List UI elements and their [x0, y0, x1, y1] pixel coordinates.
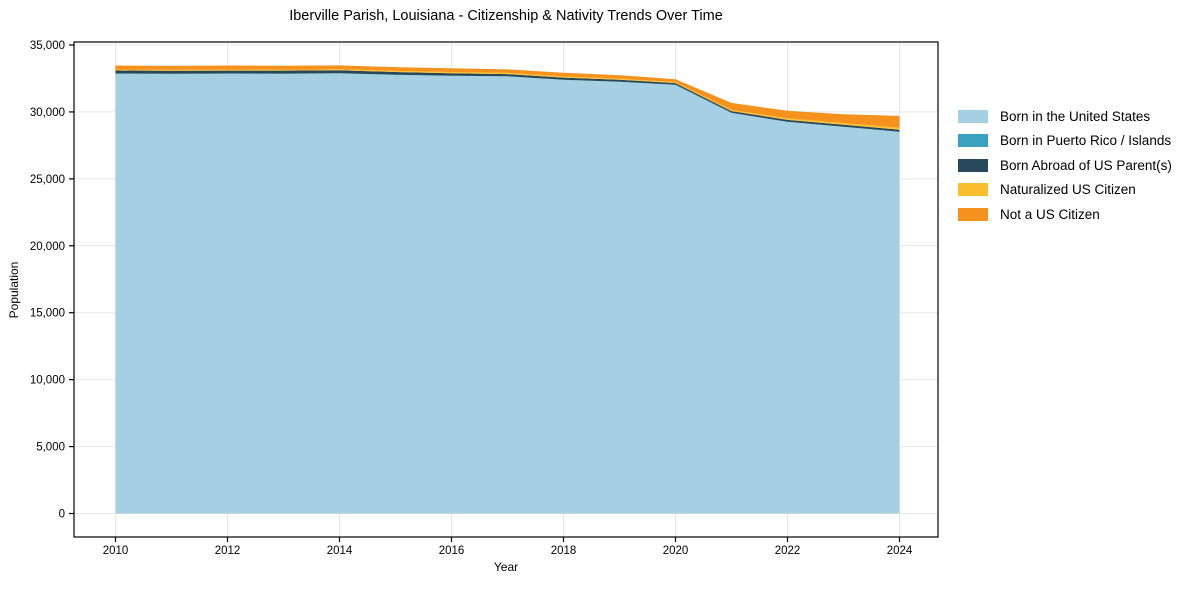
x-tick-label: 2010: [103, 545, 129, 557]
legend-swatch: [958, 183, 988, 197]
legend-swatch: [958, 134, 988, 148]
legend-label: Naturalized US Citizen: [1000, 182, 1136, 198]
series-area-0: [115, 73, 900, 514]
y-tick-label: 20,000: [30, 241, 65, 253]
y-tick-label: 15,000: [30, 308, 65, 320]
legend-swatch: [958, 158, 988, 172]
y-tick-label: 35,000: [30, 40, 65, 52]
y-axis-label: Population: [7, 261, 21, 319]
axes-box: [73, 41, 939, 538]
legend-item: Born Abroad of US Parent(s): [958, 153, 1172, 178]
x-tick-label: 2020: [663, 545, 689, 557]
x-axis-label: Year: [493, 560, 519, 574]
chart-title: Iberville Parish, Louisiana - Citizenshi…: [289, 8, 723, 24]
y-tick-label: 5,000: [36, 442, 65, 454]
x-tick-label: 2014: [327, 545, 353, 557]
legend-swatch: [958, 109, 988, 123]
y-tick-label: 30,000: [30, 107, 65, 119]
legend-label: Born Abroad of US Parent(s): [1000, 157, 1172, 173]
x-tick-label: 2012: [215, 545, 241, 557]
legend-item: Born in Puerto Rico / Islands: [958, 129, 1172, 154]
y-tick-label: 10,000: [30, 375, 65, 387]
x-tick-label: 2016: [439, 545, 465, 557]
legend-swatch: [958, 207, 988, 221]
y-tick-label: 25,000: [30, 174, 65, 186]
x-tick-label: 2022: [775, 545, 801, 557]
legend-label: Born in the United States: [1000, 108, 1151, 124]
legend: Born in the United States Born in Puerto …: [958, 104, 1172, 227]
y-tick-label: 0: [59, 509, 65, 521]
x-tick-label: 2018: [551, 545, 577, 557]
legend-item: Naturalized US Citizen: [958, 178, 1172, 203]
legend-label: Born in Puerto Rico / Islands: [1000, 133, 1172, 149]
legend-item: Not a US Citizen: [958, 202, 1172, 227]
legend-label: Not a US Citizen: [1000, 206, 1100, 222]
legend-item: Born in the United States: [958, 104, 1172, 129]
x-tick-label: 2024: [887, 545, 913, 557]
